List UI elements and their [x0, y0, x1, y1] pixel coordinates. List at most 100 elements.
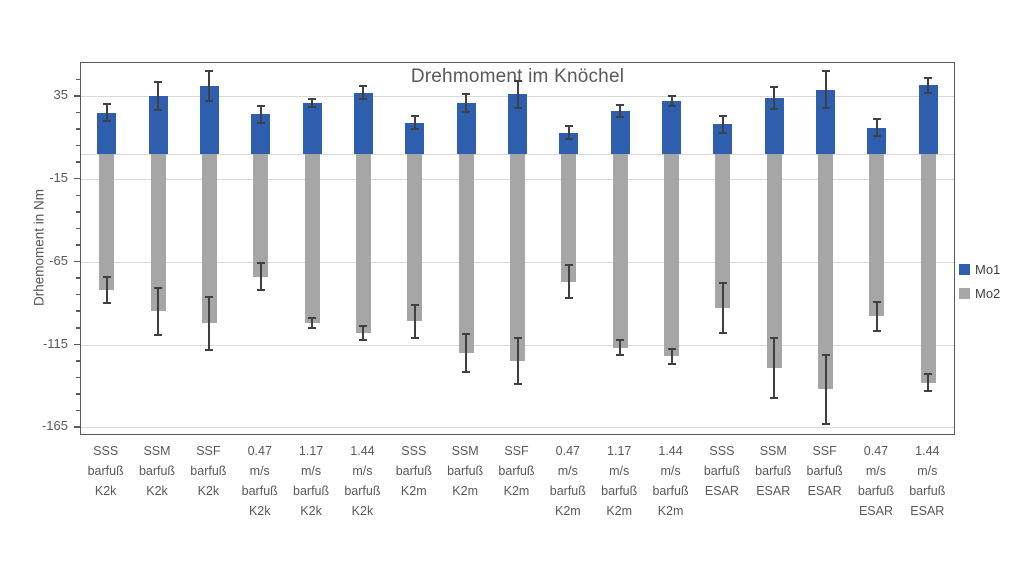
error-bar-mo2-cap [564, 297, 573, 300]
error-bar-mo2-cap [513, 336, 522, 339]
y-tick-label: -65 [49, 252, 68, 268]
bar-mo1 [662, 101, 682, 155]
error-bar-mo1 [259, 106, 262, 123]
error-bar-mo2-cap [205, 348, 214, 351]
bar-mo2 [766, 154, 782, 368]
error-bar-mo2-cap [616, 354, 625, 357]
error-bar-mo1 [465, 93, 468, 112]
error-bar-mo1-cap [667, 105, 676, 108]
error-bar-mo1-cap [924, 91, 933, 94]
legend-item-mo2: Mo2 [959, 286, 1000, 301]
error-bar-mo2-cap [924, 373, 933, 376]
error-bar-mo1 [208, 71, 211, 102]
error-bar-mo2 [567, 265, 570, 299]
x-category-label: 0.47 m/s barfuß K2m [549, 444, 586, 518]
error-bar-mo1-cap [359, 85, 368, 88]
x-category-label: 1.44 m/s barfuß ESAR [909, 444, 946, 518]
bar-mo1 [508, 94, 527, 155]
y-minor-tick [76, 327, 80, 329]
error-bar-mo2-cap [667, 347, 676, 350]
y-tick-label: 35 [53, 87, 68, 103]
y-minor-tick [76, 111, 80, 114]
error-bar-mo1 [619, 105, 622, 117]
bar-mo1 [199, 86, 219, 155]
bar-mo1 [867, 127, 887, 155]
error-bar-mo1 [670, 96, 673, 107]
x-category-label: SSF barfuß ESAR [806, 444, 843, 498]
error-bar-mo1 [567, 125, 570, 140]
bar-mo2 [869, 154, 885, 317]
bar-mo2 [201, 154, 217, 324]
error-bar-mo2-cap [102, 302, 111, 305]
x-category-label: SSM barfuß K2m [447, 444, 484, 498]
error-bar-mo2-cap [256, 262, 265, 265]
bar-mo1 [610, 111, 630, 155]
y-minor-tick [76, 227, 80, 230]
error-bar-mo2-cap [564, 264, 573, 267]
error-bar-mo1 [516, 81, 519, 108]
gridline [81, 427, 954, 429]
x-category-label: SSS barfuß ESAR [703, 444, 740, 498]
bar-mo2 [458, 154, 474, 353]
x-category-label: 0.47 m/s barfuß K2k [241, 444, 278, 518]
bar-mo2 [920, 154, 936, 383]
y-minor-tick [76, 376, 80, 379]
error-bar-mo1 [362, 86, 365, 100]
x-category-label: 1.17 m/s barfuß K2k [293, 444, 330, 518]
error-bar-mo2-cap [462, 332, 471, 335]
error-bar-mo1-cap [410, 115, 419, 117]
error-bar-mo2 [208, 296, 211, 350]
error-bar-mo1 [721, 116, 724, 133]
bar-mo1 [148, 96, 168, 155]
error-bar-mo2-cap [308, 317, 317, 320]
error-bar-mo1-cap [205, 100, 214, 103]
error-bar-mo1-cap [256, 105, 265, 108]
error-bar-mo1-cap [770, 107, 779, 110]
bar-mo1 [918, 85, 938, 155]
chart-title: Drehmoment im Knöchel [410, 66, 625, 87]
y-major-tick [74, 260, 80, 263]
error-bar-mo2-cap [872, 300, 881, 303]
error-bar-mo2-cap [410, 303, 419, 306]
x-category-label: 1.17 m/s barfuß K2m [601, 444, 638, 518]
error-bar-mo1-cap [154, 109, 163, 112]
y-minor-tick [76, 244, 80, 246]
plot-area: Drehmoment im Knöchel [80, 62, 955, 435]
error-bar-mo2-cap [154, 333, 163, 336]
y-major-tick [74, 343, 80, 346]
bar-mo2 [510, 154, 525, 362]
error-bar-mo1 [311, 98, 314, 107]
bar-mo2 [355, 154, 371, 333]
error-bar-mo2-cap [616, 339, 625, 342]
bar-mo2 [304, 154, 320, 324]
error-bar-mo1-cap [154, 81, 163, 84]
y-minor-tick [76, 409, 80, 412]
error-bar-mo1-cap [924, 76, 933, 79]
error-bar-mo2 [413, 304, 416, 338]
error-bar-mo1-cap [718, 131, 727, 134]
error-bar-mo2-cap [359, 324, 368, 327]
legend-swatch-mo1 [959, 264, 970, 275]
bar-mo2 [818, 154, 834, 390]
error-bar-mo2-cap [205, 295, 214, 298]
error-bar-mo2-cap [821, 353, 830, 356]
bar-mo2 [715, 154, 731, 309]
error-bar-mo1-cap [564, 124, 573, 127]
error-bar-mo1-cap [667, 95, 676, 98]
error-bar-mo1-cap [308, 97, 317, 100]
error-bar-mo1-cap [410, 128, 419, 131]
bar-mo2 [612, 154, 628, 348]
y-minor-tick [76, 128, 80, 130]
error-bar-mo1-cap [462, 110, 471, 113]
bar-mo1 [764, 97, 784, 155]
error-bar-mo1-cap [821, 70, 830, 73]
error-bar-mo1-cap [718, 115, 727, 117]
error-bar-mo1-cap [616, 115, 625, 118]
y-minor-tick [76, 360, 80, 362]
error-bar-mo1-cap [462, 92, 471, 95]
error-bar-mo2 [721, 283, 724, 333]
legend-label-mo2: Mo2 [975, 286, 1001, 301]
y-minor-tick [76, 144, 80, 147]
error-bar-mo2 [619, 340, 622, 356]
error-bar-mo1-cap [770, 86, 779, 89]
